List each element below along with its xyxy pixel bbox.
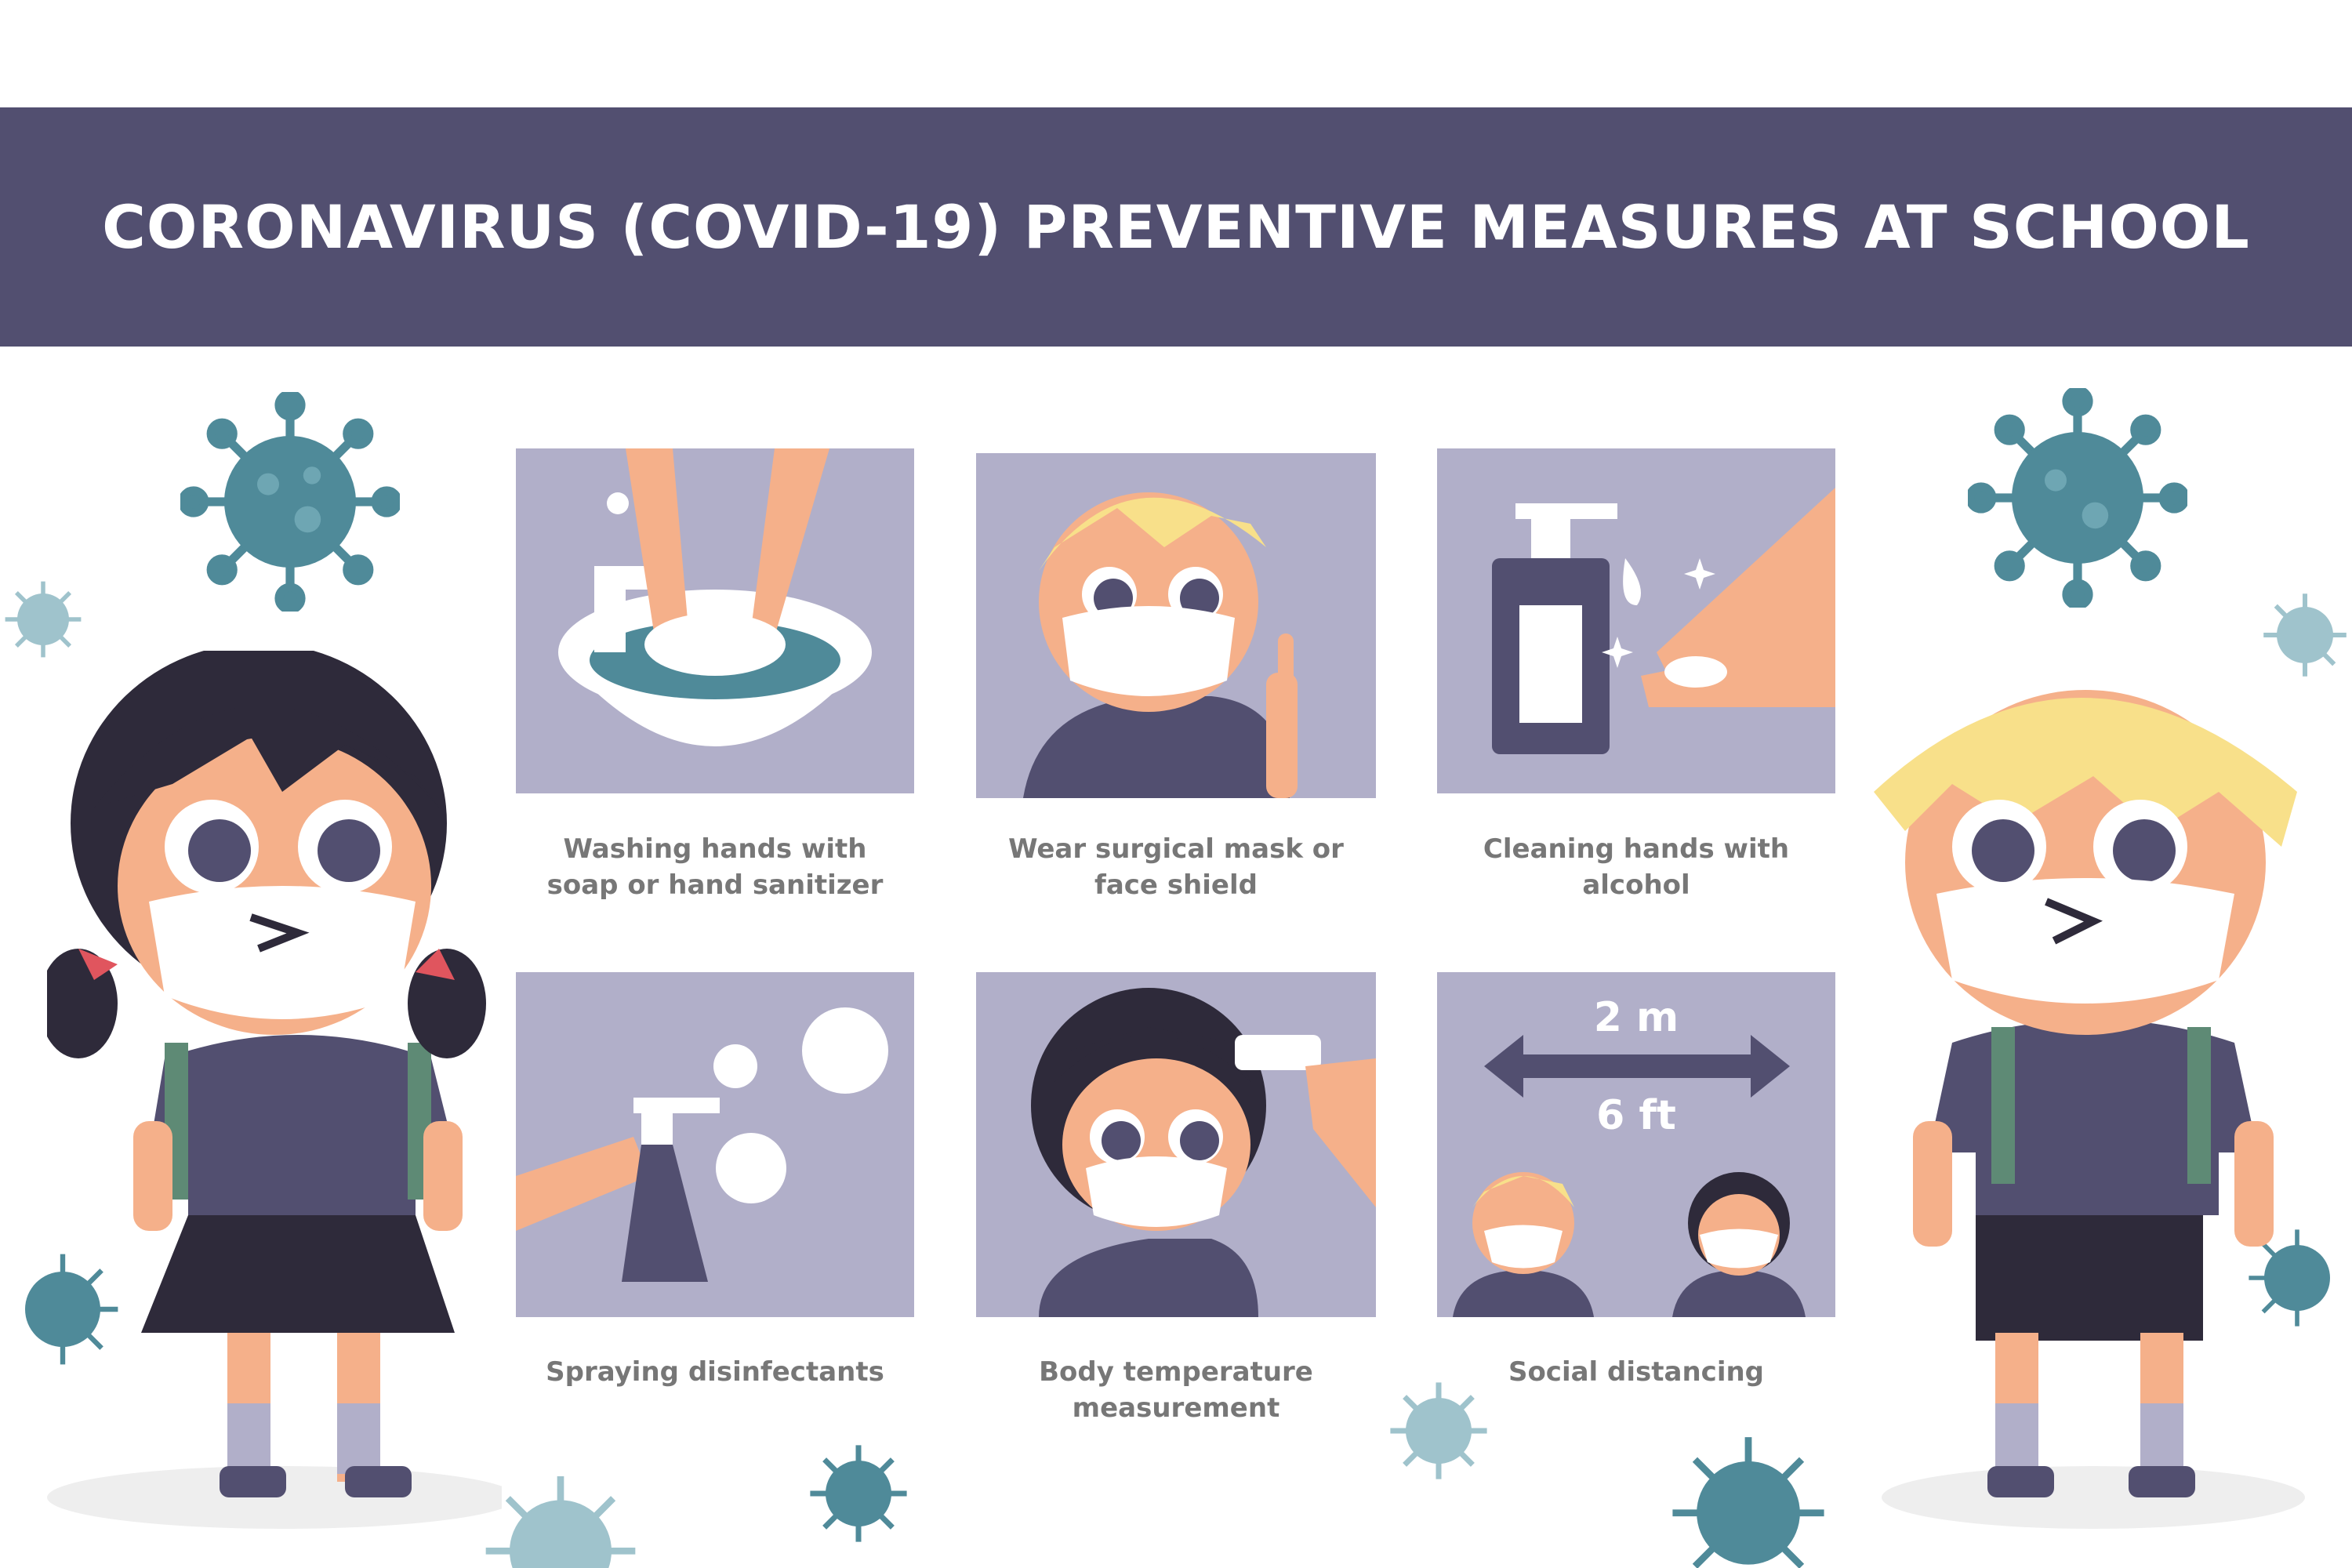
caption-line: Social distancing — [1508, 1356, 1765, 1388]
virus-icon — [25, 1254, 118, 1365]
panel-temperature — [976, 972, 1376, 1317]
alcohol-sanitizer-icon — [1492, 488, 1835, 754]
boy-illustration — [1874, 690, 2305, 1529]
caption-line: Washing hands with — [563, 833, 867, 865]
caption-spray: Spraying disinfectants — [464, 1354, 966, 1390]
caption-face-mask: Wear surgical mask or face shield — [925, 831, 1427, 903]
panel-spray — [516, 972, 914, 1317]
social-distance-icon: 2 m 6 ft — [1453, 994, 1806, 1317]
panel-social-distancing: 2 m 6 ft — [1437, 972, 1835, 1317]
caption-line: Cleaning hands with — [1483, 833, 1790, 865]
caption-line: Body temperature — [1039, 1356, 1313, 1388]
virus-icon — [485, 1476, 636, 1568]
hand-washing-icon — [558, 448, 872, 746]
caption-line: Wear surgical mask or — [1008, 833, 1344, 865]
panel-alcohol — [1437, 448, 1835, 793]
caption-line: soap or hand sanitizer — [546, 869, 884, 901]
virus-icon — [1968, 388, 2187, 608]
thermometer-icon — [1031, 988, 1376, 1317]
virus-icon — [5, 581, 82, 658]
face-mask-icon — [1023, 492, 1298, 798]
virus-icon — [180, 392, 400, 612]
virus-icon — [2263, 593, 2347, 677]
caption-line: Spraying disinfectants — [546, 1356, 884, 1388]
virus-icon — [1672, 1437, 1824, 1568]
caption-line: face shield — [1094, 869, 1258, 901]
caption-line: alcohol — [1582, 869, 1690, 901]
caption-alcohol: Cleaning hands with alcohol — [1385, 831, 1887, 903]
caption-line: measurement — [1072, 1392, 1280, 1424]
distance-imperial-label: 6 ft — [1596, 1092, 1676, 1139]
girl-illustration — [47, 651, 502, 1529]
panel-face-mask — [976, 453, 1376, 798]
virus-icon — [810, 1445, 907, 1542]
spray-bottle-icon — [516, 1007, 888, 1282]
virus-icon — [1390, 1382, 1487, 1479]
virus-icon — [2249, 1229, 2330, 1327]
caption-temperature: Body temperature measurement — [925, 1354, 1427, 1426]
caption-hand-washing: Washing hands with soap or hand sanitize… — [464, 831, 966, 903]
caption-social-distancing: Social distancing — [1385, 1354, 1887, 1390]
distance-metric-label: 2 m — [1594, 994, 1679, 1041]
page-title: CORONAVIRUS (COVID-19) PREVENTIVE MEASUR… — [102, 192, 2250, 262]
panel-hand-washing — [516, 448, 914, 793]
title-banner: CORONAVIRUS (COVID-19) PREVENTIVE MEASUR… — [0, 107, 2352, 347]
